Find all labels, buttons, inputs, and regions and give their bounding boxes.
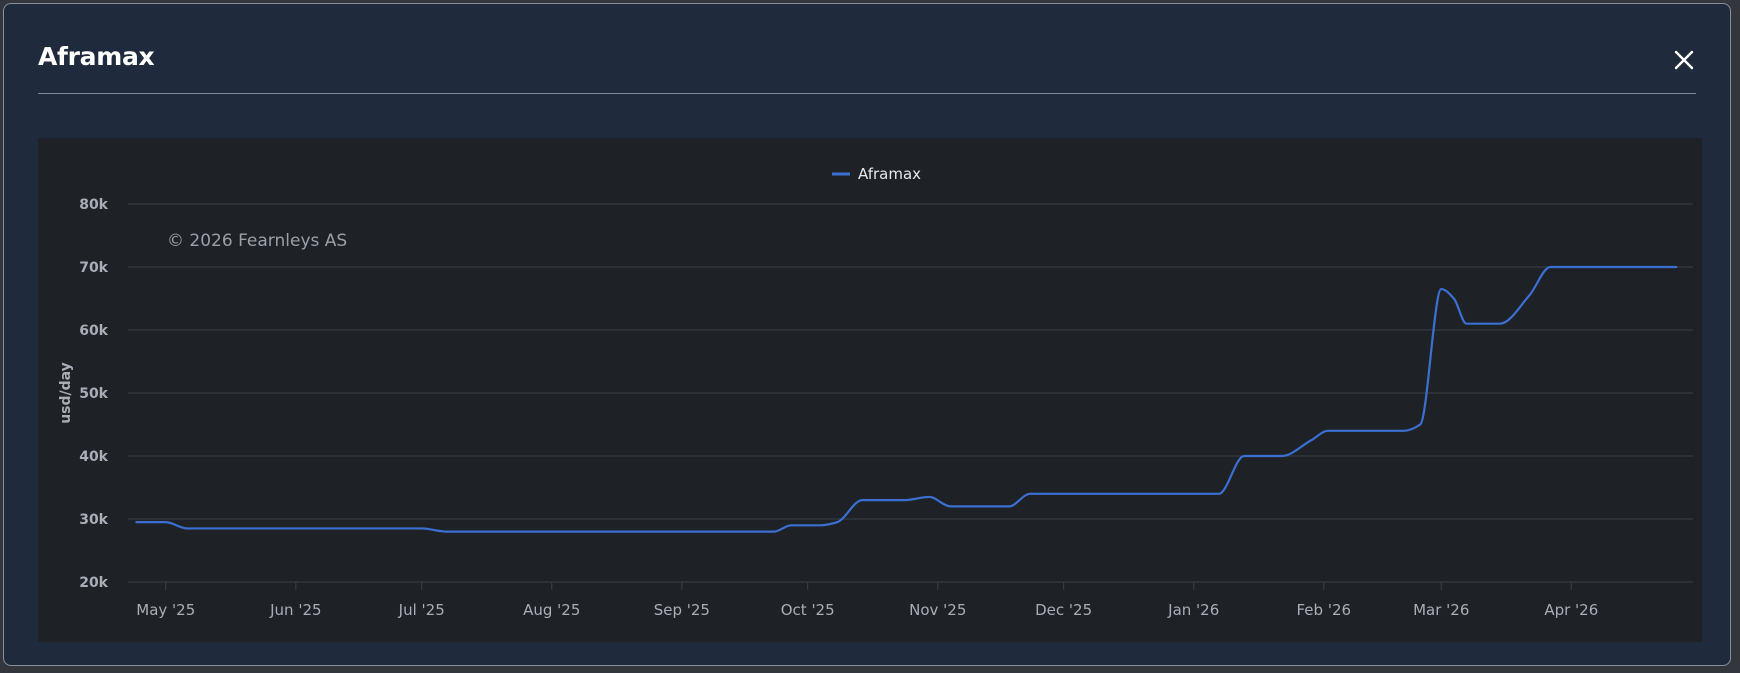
y-tick-label: 50k (79, 386, 108, 402)
x-tick-label: Apr '26 (1544, 601, 1598, 619)
series-layer (135, 265, 1678, 533)
legend[interactable]: Aframax (832, 165, 921, 183)
x-axis: May '25 Jun '25 Jul '25 Aug '25 Sep '25 Oct '… (136, 582, 1598, 619)
y-tick-label: 20k (79, 575, 108, 591)
close-button[interactable] (1672, 48, 1696, 72)
legend-label: Aframax (858, 165, 921, 183)
y-tick-label: 40k (79, 449, 108, 465)
x-tick-label: May '25 (136, 601, 195, 619)
modal-header: Aframax (38, 4, 1696, 94)
x-tick-label: Jul '25 (398, 601, 445, 619)
grid-lines (128, 203, 1693, 583)
y-tick-label: 60k (79, 323, 108, 339)
x-tick-label: Jan '26 (1167, 601, 1219, 619)
x-tick-label: Feb '26 (1297, 601, 1352, 619)
x-tick-label: Jun '25 (269, 601, 321, 619)
x-tick-label: Dec '25 (1035, 601, 1092, 619)
y-tick-label: 70k (79, 260, 108, 276)
line-chart: 20k 30k 40k 50k 60k 70k 80k May '25 Jun '25 Jul … (58, 165, 1693, 619)
modal-title: Aframax (38, 42, 155, 71)
x-tick-label: Oct '25 (781, 601, 835, 619)
y-tick-label: 30k (79, 512, 108, 528)
y-tick-label: 80k (79, 197, 108, 213)
y-axis-label: usd/day (58, 362, 74, 424)
chart-panel: 20k 30k 40k 50k 60k 70k 80k May '25 Jun '25 Jul … (38, 138, 1702, 642)
x-tick-label: Mar '26 (1413, 601, 1469, 619)
y-axis: 20k 30k 40k 50k 60k 70k 80k (79, 197, 108, 591)
x-tick-label: Nov '25 (909, 601, 966, 619)
series-line-aframax[interactable] (135, 265, 1678, 533)
close-icon (1674, 50, 1694, 70)
chart-modal: Aframax 20k 30k 40k 50k 60k 70k 80k May '25 Jun… (3, 3, 1731, 666)
x-tick-label: Sep '25 (654, 601, 710, 619)
x-tick-label: Aug '25 (523, 601, 580, 619)
watermark-text: © 2026 Fearnleys AS (167, 231, 347, 251)
